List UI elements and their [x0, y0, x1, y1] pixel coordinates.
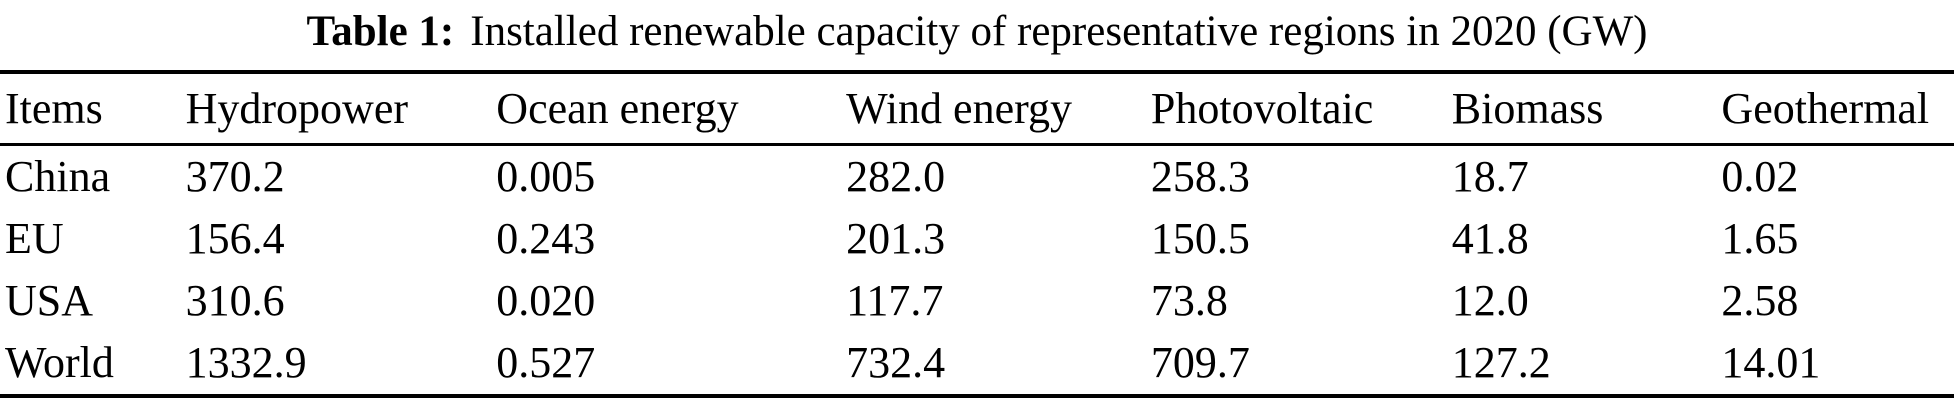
row-header-region: China	[5, 152, 111, 202]
table-caption-label: Table 1:	[306, 8, 455, 55]
row-header-region: World	[5, 338, 114, 388]
table-row-usa: USA 310.6 0.020 117.7 73.8 12.0 2.58	[0, 270, 1954, 332]
table-row-world: World 1332.9 0.527 732.4 709.7 127.2 14.…	[0, 332, 1954, 396]
table-caption: Table 1: Installed renewable capacity of …	[0, 0, 1954, 58]
cell-hydropower: 370.2	[185, 152, 285, 202]
header-row: Items Hydropower Ocean energy Wind energ…	[0, 71, 1954, 146]
cell-ocean-energy: 0.005	[496, 152, 596, 202]
cell-biomass: 12.0	[1451, 276, 1529, 326]
cell-hydropower: 156.4	[185, 214, 285, 264]
cell-hydropower: 1332.9	[185, 338, 307, 388]
cell-wind-energy: 732.4	[846, 338, 946, 388]
cell-biomass: 127.2	[1451, 338, 1551, 388]
cell-photovoltaic: 258.3	[1150, 152, 1250, 202]
column-header-geothermal: Geothermal	[1721, 71, 1954, 146]
cell-geothermal: 0.02	[1721, 152, 1799, 202]
cell-ocean-energy: 0.020	[496, 276, 596, 326]
cell-wind-energy: 282.0	[846, 152, 946, 202]
cell-geothermal: 14.01	[1721, 338, 1821, 388]
cell-biomass: 18.7	[1451, 152, 1529, 202]
cell-ocean-energy: 0.527	[496, 338, 596, 388]
row-header-region: USA	[5, 276, 94, 326]
table-row-eu: EU 156.4 0.243 201.3 150.5 41.8 1.65	[0, 208, 1954, 270]
table-row-china: China 370.2 0.005 282.0 258.3 18.7 0.02	[0, 144, 1954, 208]
column-header-photovoltaic: Photovoltaic	[1150, 71, 1452, 146]
cell-hydropower: 310.6	[185, 276, 285, 326]
cell-geothermal: 2.58	[1721, 276, 1799, 326]
cell-biomass: 41.8	[1451, 214, 1529, 264]
cell-geothermal: 1.65	[1721, 214, 1799, 264]
column-header-items: Items	[0, 71, 186, 146]
cell-ocean-energy: 0.243	[496, 214, 596, 264]
column-header-ocean-energy: Ocean energy	[496, 71, 847, 146]
cell-wind-energy: 201.3	[846, 214, 946, 264]
cell-photovoltaic: 150.5	[1150, 214, 1250, 264]
cell-photovoltaic: 73.8	[1150, 276, 1228, 326]
table-caption-text: Installed renewable capacity of represen…	[470, 8, 1648, 55]
column-header-biomass: Biomass	[1451, 71, 1722, 146]
cell-photovoltaic: 709.7	[1150, 338, 1250, 388]
row-header-region: EU	[5, 214, 64, 264]
cell-wind-energy: 117.7	[846, 276, 944, 326]
renewable-capacity-table: Items Hydropower Ocean energy Wind energ…	[0, 69, 1954, 398]
column-header-hydropower: Hydropower	[185, 71, 497, 146]
column-header-wind-energy: Wind energy	[846, 71, 1151, 146]
